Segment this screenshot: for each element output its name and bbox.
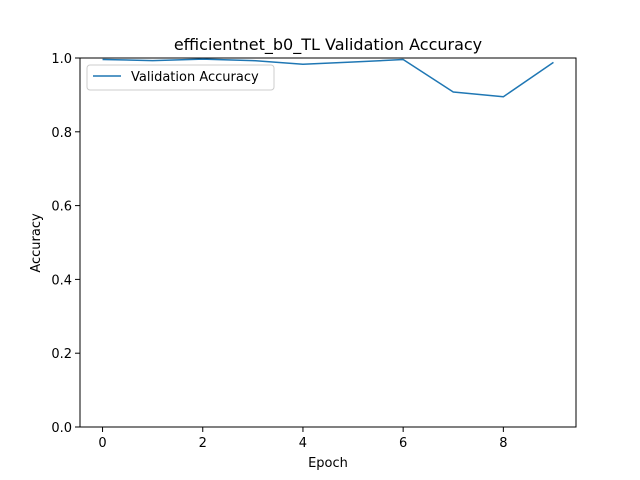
plot-frame — [79, 57, 577, 428]
series-layer — [102, 58, 554, 98]
legend-box — [86, 64, 275, 91]
x-tick-label: 6 — [399, 436, 407, 451]
x-axis: 0 2 4 6 8 — [98, 427, 507, 451]
chart-title: efficientnet_b0_TL Validation Accuracy — [174, 35, 482, 55]
y-tick-label: 0.2 — [51, 347, 72, 362]
y-tick-label: 0.6 — [51, 200, 72, 215]
y-axis: 0.0 0.2 0.4 0.6 0.8 1.0 — [51, 52, 80, 436]
y-tick-label: 0.0 — [51, 421, 72, 436]
x-tick-label: 4 — [299, 436, 307, 451]
y-tick-label: 0.4 — [51, 273, 72, 288]
x-tick-label: 0 — [98, 436, 106, 451]
y-tick-label: 1.0 — [51, 52, 72, 67]
legend: Validation Accuracy — [86, 64, 275, 91]
x-axis-title: Epoch — [308, 456, 348, 471]
plot-area — [79, 57, 577, 428]
x-tick-label: 2 — [199, 436, 207, 451]
y-axis-title: Accuracy — [29, 213, 44, 273]
x-tick-label: 8 — [499, 436, 507, 451]
y-tick-label: 0.8 — [51, 126, 72, 141]
legend-label: Validation Accuracy — [131, 70, 259, 85]
series-line — [102, 58, 554, 98]
